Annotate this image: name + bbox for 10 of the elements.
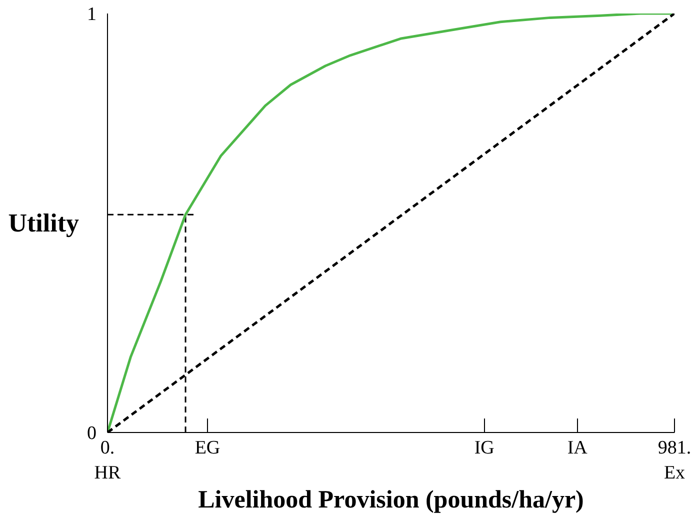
x-tick-label: 981. Ex <box>658 438 692 484</box>
x-tick-label: IG <box>474 438 495 458</box>
x-tick-label: EG <box>194 438 220 458</box>
y-tick-label: 1 <box>87 4 96 25</box>
x-tick-label: IA <box>567 438 588 458</box>
y-tick-label: 0 <box>87 423 96 444</box>
x-tick-label: 0. HR <box>94 438 122 484</box>
x-axis-title: Livelihood Provision (pounds/ha/yr) <box>198 486 584 514</box>
line-series <box>108 14 674 432</box>
y-axis-title: Utility <box>8 208 79 238</box>
